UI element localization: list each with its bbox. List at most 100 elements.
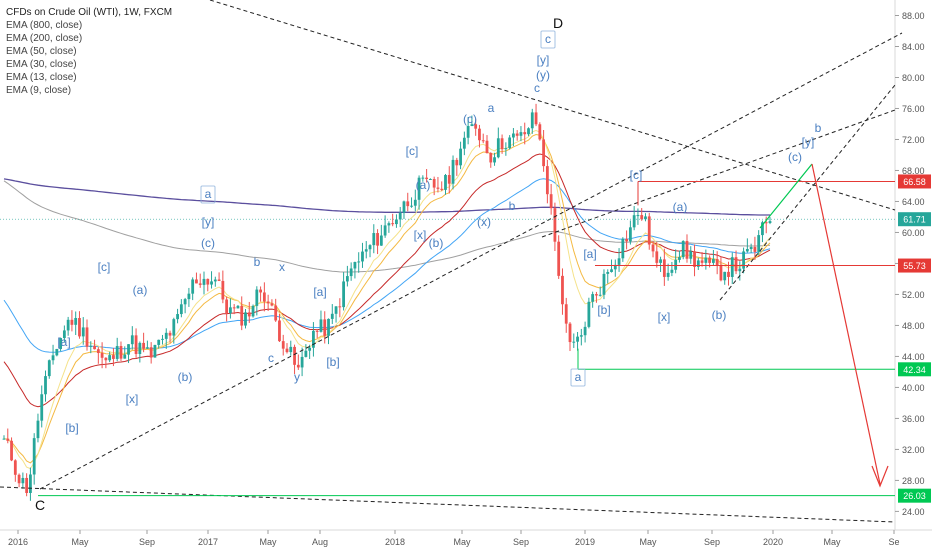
candle-body xyxy=(738,268,742,272)
candle-body xyxy=(538,124,542,140)
candle-body xyxy=(115,346,119,359)
candle-body xyxy=(123,354,127,359)
candle-body xyxy=(176,314,179,320)
wave-label: (a) xyxy=(673,200,688,214)
candle-body xyxy=(312,330,315,348)
candle-body xyxy=(96,349,100,354)
candle-body xyxy=(640,215,644,220)
price-label-text: 42.34 xyxy=(903,365,926,375)
candle-body xyxy=(289,346,293,353)
price-tick-label: 36.00 xyxy=(902,414,925,424)
wave-label: y xyxy=(294,370,300,384)
candle-body xyxy=(647,216,651,245)
candle-body xyxy=(130,335,134,345)
time-tick-label: 2020 xyxy=(763,537,783,547)
candle-body xyxy=(21,477,25,484)
wave-label: [b] xyxy=(326,355,339,369)
candle-body xyxy=(413,199,417,206)
candle-body xyxy=(74,318,78,325)
candle-body xyxy=(10,440,13,461)
candle-body xyxy=(723,271,727,281)
candle-body xyxy=(225,299,229,314)
candle-body xyxy=(753,247,757,252)
candle-body xyxy=(621,238,625,259)
candle-body xyxy=(474,124,478,129)
candle-body xyxy=(119,346,123,359)
candle-body xyxy=(410,205,413,207)
price-label-text: 26.03 xyxy=(903,491,926,501)
ema-9-line xyxy=(3,129,771,470)
candle-body xyxy=(285,348,289,353)
candle-body xyxy=(678,257,681,260)
candle-body xyxy=(127,344,130,355)
candle-body xyxy=(485,140,489,154)
candle-body xyxy=(417,177,421,200)
price-tick-label: 64.00 xyxy=(902,197,925,207)
candle-body xyxy=(545,166,549,195)
candle-body xyxy=(40,394,44,421)
wave-label: [b] xyxy=(597,303,610,317)
wave-label: [a] xyxy=(313,285,326,299)
candle-body xyxy=(134,335,138,355)
candle-body xyxy=(583,326,587,336)
candle-body xyxy=(749,247,753,250)
candle-body xyxy=(398,212,402,220)
candle-body xyxy=(183,299,187,305)
candle-body xyxy=(93,345,96,350)
candle-body xyxy=(100,353,104,358)
price-tick-label: 52.00 xyxy=(902,290,925,300)
wave-label: [y] xyxy=(802,135,815,149)
candle-body xyxy=(530,112,534,129)
candle-body xyxy=(89,345,93,347)
time-tick-label: May xyxy=(71,537,89,547)
legend-ema-50: EMA (50, close) xyxy=(6,46,77,57)
candle-body xyxy=(644,216,647,220)
candle-body xyxy=(244,312,247,326)
wave-label: c xyxy=(545,32,551,46)
legend-ema-9: EMA (9, close) xyxy=(6,85,72,96)
candle-body xyxy=(715,259,719,266)
candle-body xyxy=(478,128,481,141)
candle-body xyxy=(278,320,281,342)
wave-label: (x) xyxy=(477,215,491,229)
wave-label: [a] xyxy=(57,335,70,349)
candle-body xyxy=(579,335,583,337)
candle-body xyxy=(6,438,10,441)
price-tick-label: 28.00 xyxy=(902,476,925,486)
candle-body xyxy=(187,293,191,300)
price-tick-label: 88.00 xyxy=(902,11,925,21)
candle-body xyxy=(138,342,142,355)
time-tick-label: Aug xyxy=(312,537,328,547)
candle-body xyxy=(304,350,308,357)
candle-body xyxy=(300,356,304,368)
projection-up-line xyxy=(759,163,813,229)
price-tick-label: 68.00 xyxy=(902,166,925,176)
candle-body xyxy=(172,319,176,336)
candle-body xyxy=(383,225,387,236)
candle-body xyxy=(666,272,670,277)
candle-body xyxy=(357,261,361,263)
candle-body xyxy=(568,323,572,343)
candle-body xyxy=(85,327,89,347)
candle-body xyxy=(391,223,395,225)
candle-body xyxy=(768,221,772,224)
candle-body xyxy=(47,360,51,377)
projection-down-line xyxy=(811,163,881,485)
price-label-text: 61.71 xyxy=(903,215,926,225)
wave-label: (y) xyxy=(536,68,550,82)
price-tick-label: 84.00 xyxy=(902,42,925,52)
candle-body xyxy=(62,330,66,339)
candle-body xyxy=(327,318,330,336)
candle-body xyxy=(719,265,723,281)
candle-body xyxy=(674,259,678,270)
candle-body xyxy=(459,148,462,166)
chart-title: CFDs on Crude Oil (WTI), 1W, FXCM xyxy=(6,7,173,18)
time-tick-label: Sep xyxy=(513,537,529,547)
candle-body xyxy=(576,336,579,342)
candle-body xyxy=(734,257,738,272)
trendline-rising-long xyxy=(39,32,903,490)
candle-body xyxy=(761,222,764,236)
price-label-badge xyxy=(898,488,931,503)
